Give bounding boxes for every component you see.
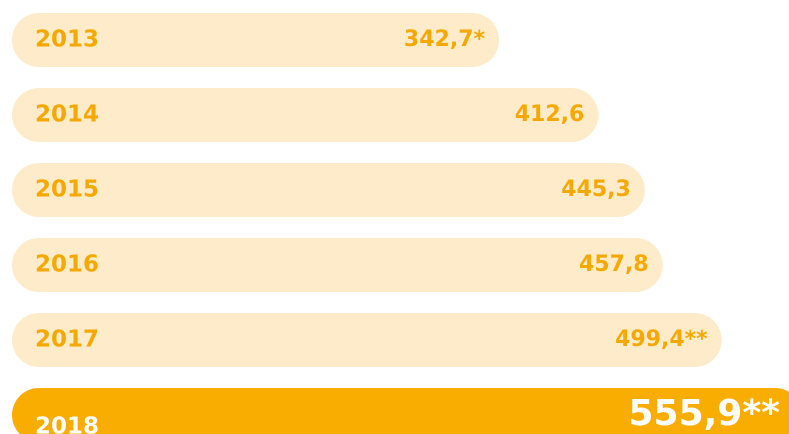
- bar: [12, 313, 722, 367]
- value-label: 342,7*: [404, 27, 486, 52]
- category-label: 2013: [35, 27, 99, 53]
- value-label: 555,9**: [628, 393, 780, 434]
- value-label: 412,6: [515, 102, 585, 127]
- bar: [12, 163, 645, 217]
- bar: [12, 238, 663, 292]
- value-label: 457,8: [579, 252, 649, 277]
- category-label: 2016: [35, 252, 99, 278]
- category-label: 2014: [35, 102, 99, 128]
- bar: [12, 88, 599, 142]
- value-label: 445,3: [561, 177, 631, 202]
- category-label: 2017: [35, 327, 99, 353]
- category-label: 2018: [35, 414, 99, 434]
- category-label: 2015: [35, 177, 99, 203]
- value-label: 499,4**: [615, 327, 708, 352]
- bar: [12, 13, 500, 67]
- bar: [12, 388, 789, 434]
